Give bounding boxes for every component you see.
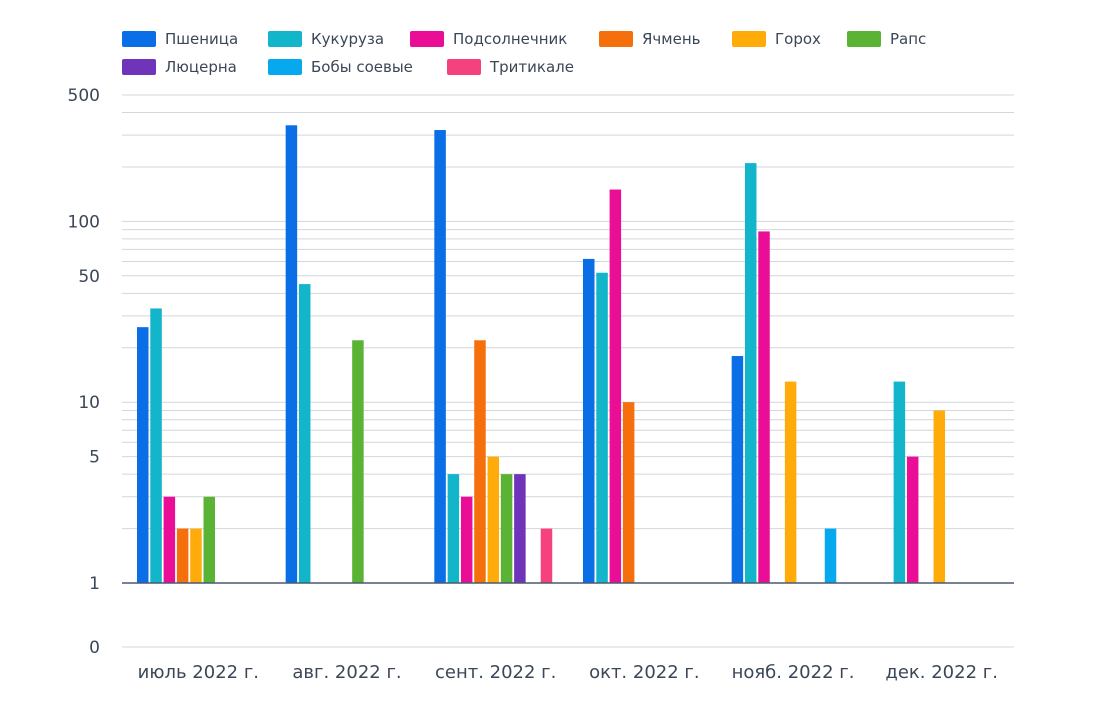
bar[interactable] (474, 340, 486, 583)
y-tick-label: 50 (78, 267, 100, 287)
x-tick-label: дек. 2022 г. (885, 662, 998, 683)
legend-item[interactable]: Ячмень (599, 28, 700, 50)
legend-swatch (410, 31, 444, 47)
x-axis-labels: июль 2022 г. авг. 2022 г. сент. 2022 г. окт… (138, 662, 998, 683)
legend-swatch (268, 31, 302, 47)
legend-label: Люцерна (165, 58, 237, 76)
bars (137, 125, 946, 584)
grid-lines (122, 94, 1014, 648)
legend-item[interactable]: Горох (732, 28, 821, 50)
bar[interactable] (540, 528, 553, 583)
bar[interactable] (163, 496, 176, 583)
legend-item[interactable]: Рапс (847, 28, 926, 50)
legend-label: Бобы соевые (311, 58, 413, 76)
legend-swatch (122, 59, 156, 75)
bar[interactable] (933, 410, 946, 583)
bar[interactable] (893, 381, 906, 583)
legend-item[interactable]: Люцерна (122, 56, 237, 78)
bar[interactable] (622, 402, 635, 583)
bar[interactable] (447, 474, 460, 583)
y-tick-label: 100 (68, 212, 100, 232)
legend-swatch (268, 59, 302, 75)
bar[interactable] (137, 327, 149, 583)
legend-swatch (847, 31, 881, 47)
bar[interactable] (150, 308, 162, 583)
legend-label: Ячмень (642, 30, 701, 48)
bar[interactable] (203, 496, 216, 583)
legend-label: Тритикале (490, 58, 574, 76)
bar[interactable] (731, 356, 744, 583)
legend-label: Рапс (890, 30, 927, 48)
bar[interactable] (434, 130, 446, 583)
legend-label: Пшеница (165, 30, 239, 48)
y-tick-label: 500 (68, 86, 100, 106)
bar[interactable] (609, 189, 622, 583)
bar[interactable] (514, 474, 526, 583)
legend-item[interactable]: Бобы соевые (268, 56, 413, 78)
legend-label: Подсолнечник (453, 30, 568, 48)
y-axis-ticks: 0 1 5 10 50 100 500 (68, 86, 100, 658)
legend-swatch (732, 31, 766, 47)
bar[interactable] (596, 272, 608, 583)
bar[interactable] (487, 456, 500, 583)
bar[interactable] (824, 528, 837, 583)
legend-swatch (122, 31, 156, 47)
bar[interactable] (176, 528, 189, 583)
legend-item[interactable]: Пшеница (122, 28, 238, 50)
bar[interactable] (500, 474, 513, 583)
bar[interactable] (352, 340, 364, 583)
legend-item[interactable]: Подсолнечник (410, 28, 567, 50)
x-tick-label: окт. 2022 г. (589, 662, 700, 683)
bar[interactable] (744, 163, 757, 584)
y-tick-label: 0 (89, 638, 100, 658)
bar[interactable] (758, 231, 770, 583)
x-tick-label: авг. 2022 г. (292, 662, 401, 683)
y-tick-label: 5 (89, 448, 100, 468)
x-tick-label: июль 2022 г. (138, 662, 259, 683)
y-tick-label: 1 (89, 574, 100, 594)
bar[interactable] (460, 496, 473, 583)
legend-swatch (447, 59, 481, 75)
y-tick-label: 10 (78, 393, 100, 413)
bar[interactable] (583, 258, 595, 583)
x-tick-label: нояб. 2022 г. (732, 662, 855, 683)
legend-label: Кукуруза (311, 30, 385, 48)
bar[interactable] (285, 125, 298, 583)
legend-swatch (599, 31, 633, 47)
bar[interactable] (298, 284, 311, 583)
legend-item[interactable]: Тритикале (447, 56, 574, 78)
bar[interactable] (906, 456, 919, 583)
bar[interactable] (784, 381, 797, 583)
legend-label: Горох (775, 30, 821, 48)
bar[interactable] (190, 528, 202, 583)
x-tick-label: сент. 2022 г. (435, 662, 556, 683)
legend-item[interactable]: Кукуруза (268, 28, 384, 50)
